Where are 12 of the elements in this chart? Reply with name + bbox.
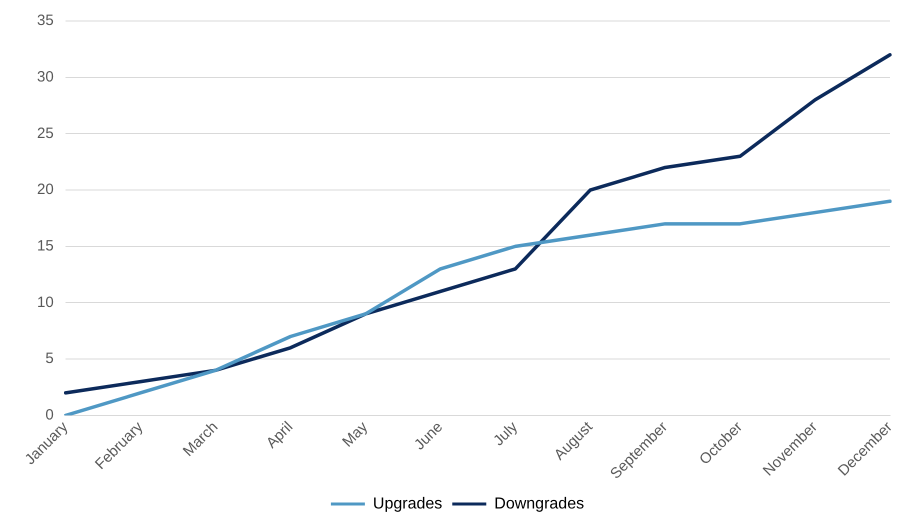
y-tick-label: 15 bbox=[36, 238, 54, 255]
y-tick-label: 30 bbox=[36, 68, 54, 86]
x-tick-label: July bbox=[490, 418, 522, 450]
y-tick-label: 10 bbox=[36, 294, 54, 311]
legend-label: Downgrades bbox=[494, 495, 584, 512]
y-tick-label: 35 bbox=[36, 12, 54, 30]
y-tick-label: 20 bbox=[36, 181, 54, 198]
x-tick-label: May bbox=[339, 418, 372, 451]
y-tick-label: 0 bbox=[45, 406, 54, 424]
legend-label: Upgrades bbox=[372, 495, 442, 512]
y-tick-label: 25 bbox=[36, 124, 54, 142]
y-tick-label: 5 bbox=[45, 350, 54, 368]
